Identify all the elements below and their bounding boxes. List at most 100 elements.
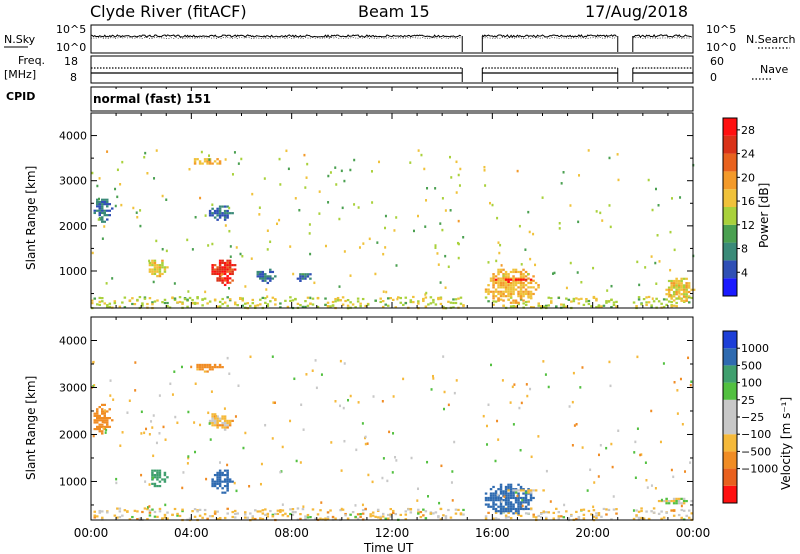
- echo-cell: [151, 270, 154, 273]
- echo-cell: [223, 415, 227, 418]
- echo-cell: [204, 214, 207, 217]
- colorbar-tick-label: 1000: [741, 342, 769, 355]
- echo-cell: [442, 305, 445, 309]
- echo-cell: [669, 230, 672, 234]
- echo-cell: [451, 499, 454, 502]
- echo-cell: [595, 516, 598, 520]
- echo-cell: [244, 516, 247, 519]
- echo-cell: [231, 272, 234, 276]
- echo-cell: [144, 151, 147, 155]
- echo-cell: [454, 298, 458, 301]
- echo-cell: [336, 298, 340, 302]
- echo-cell: [592, 295, 596, 299]
- echo-cell: [487, 261, 490, 264]
- echo-cell: [497, 299, 500, 302]
- echo-cell: [494, 499, 498, 502]
- echo-cell: [637, 516, 641, 519]
- echo-cell: [91, 251, 94, 255]
- echo-cell: [279, 470, 282, 474]
- echo-cell: [320, 501, 323, 504]
- echo-cell: [148, 297, 152, 300]
- echo-cell: [507, 295, 510, 298]
- echo-cell: [364, 435, 367, 439]
- echo-cell: [153, 515, 157, 518]
- echo-cell: [173, 507, 177, 511]
- echo-cell: [392, 432, 395, 435]
- echo-cell: [265, 288, 268, 291]
- echo-cell: [379, 517, 382, 520]
- echo-cell: [517, 295, 520, 298]
- echo-cell: [163, 268, 167, 271]
- echo-cell: [522, 496, 525, 500]
- echo-cell: [640, 509, 643, 513]
- echo-cell: [191, 510, 194, 513]
- echo-cell: [685, 293, 688, 296]
- echo-cell: [682, 284, 686, 287]
- echo-cell: [226, 487, 229, 490]
- echo-cell: [522, 286, 525, 289]
- echo-cell: [266, 248, 269, 251]
- echo-cell: [507, 485, 510, 489]
- echo-cell: [660, 498, 663, 502]
- echo-cell: [586, 489, 589, 492]
- echo-cell: [216, 162, 219, 165]
- echo-cell: [497, 284, 500, 287]
- echo-cell: [492, 485, 495, 489]
- echo-cell: [343, 362, 346, 365]
- echo-cell: [545, 517, 548, 520]
- echo-cell: [489, 277, 493, 280]
- echo-cell: [341, 508, 345, 511]
- echo-cell: [397, 296, 400, 299]
- echo-cell: [522, 507, 525, 511]
- echo-cell: [221, 471, 224, 474]
- echo-cell: [514, 489, 518, 492]
- echo-cell: [158, 394, 161, 397]
- echo-cell: [213, 270, 217, 273]
- echo-cell: [512, 299, 515, 302]
- echo-cell: [512, 292, 515, 296]
- station-title: Clyde River (fitACF): [90, 2, 247, 21]
- echo-cell: [509, 301, 513, 304]
- echo-cell: [675, 290, 678, 294]
- echo-cell: [519, 275, 523, 278]
- echo-cell: [524, 270, 528, 274]
- echo-cell: [499, 510, 503, 513]
- echo-cell: [527, 501, 530, 504]
- echo-cell: [358, 246, 361, 249]
- echo-cell: [226, 476, 229, 479]
- echo-cell: [507, 286, 510, 289]
- echo-cell: [319, 517, 322, 520]
- echo-cell: [364, 507, 367, 511]
- echo-cell: [228, 266, 232, 269]
- echo-cell: [509, 281, 513, 285]
- echo-cell: [616, 153, 619, 156]
- echo-cell: [654, 187, 657, 191]
- echo-cell: [316, 305, 320, 309]
- echo-cell: [432, 512, 435, 515]
- echo-cell: [216, 471, 219, 474]
- echo-cell: [459, 513, 463, 516]
- echo-cell: [417, 300, 420, 303]
- echo-cell: [228, 206, 231, 210]
- echo-cell: [121, 431, 124, 434]
- echo-cell: [105, 282, 108, 285]
- echo-cell: [229, 245, 232, 248]
- echo-cell: [341, 303, 345, 306]
- echo-cell: [489, 499, 493, 502]
- echo-cell: [452, 298, 455, 301]
- echo-cell: [193, 162, 197, 165]
- echo-cell: [600, 515, 603, 518]
- echo-cell: [329, 509, 332, 512]
- echo-cell: [233, 151, 236, 154]
- echo-cell: [158, 484, 162, 488]
- echo-cell: [522, 278, 525, 281]
- echo-cell: [492, 492, 495, 495]
- echo-cell: [599, 444, 602, 447]
- echo-cell: [135, 211, 138, 214]
- echo-cell: [101, 218, 104, 221]
- echo-cell: [201, 366, 204, 369]
- echo-cell: [522, 273, 525, 276]
- echo-cell: [524, 507, 528, 511]
- echo-cell: [687, 516, 691, 519]
- echo-cell: [497, 505, 500, 508]
